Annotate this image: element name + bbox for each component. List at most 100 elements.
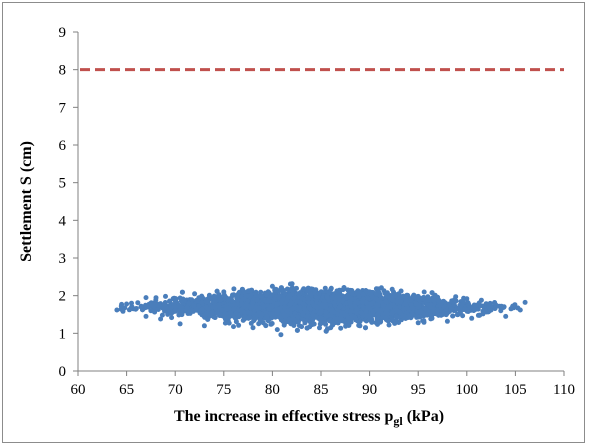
scatter-point <box>300 316 306 322</box>
scatter-point <box>429 290 435 296</box>
scatter-point <box>314 304 320 310</box>
scatter-point <box>122 305 128 311</box>
scatter-point <box>306 300 312 306</box>
scatter-point <box>211 293 217 299</box>
scatter-point <box>239 286 245 292</box>
scatter-point <box>129 304 135 310</box>
scatter-point <box>455 312 461 318</box>
scatter-point <box>332 303 338 308</box>
scatter-point <box>329 295 335 301</box>
scatter-point <box>236 322 242 328</box>
scatter-point <box>423 312 429 318</box>
scatter-point <box>189 297 195 303</box>
scatter-point <box>288 300 294 306</box>
scatter-point <box>389 310 395 316</box>
scatter-point <box>235 297 241 303</box>
scatter-point <box>173 308 178 314</box>
scatter-point <box>334 316 340 322</box>
scatter-point <box>335 320 341 326</box>
scatter-point <box>383 315 389 321</box>
scatter-point <box>257 317 263 323</box>
scatter-point <box>172 304 178 310</box>
scatter-point <box>233 319 239 325</box>
scatter-point <box>346 322 352 328</box>
scatter-point <box>384 293 390 299</box>
scatter-point <box>135 300 141 306</box>
scatter-point <box>322 285 328 291</box>
scatter-points <box>114 281 528 338</box>
scatter-point <box>269 321 275 326</box>
scatter-point <box>203 305 209 310</box>
scatter-point <box>301 286 307 292</box>
scatter-point <box>453 298 459 304</box>
scatter-point <box>214 288 220 294</box>
scatter-point <box>338 325 344 331</box>
scatter-point <box>289 281 295 287</box>
scatter-point <box>389 295 395 301</box>
scatter-point <box>443 312 449 318</box>
scatter-point <box>429 313 435 319</box>
scatter-point <box>169 315 175 321</box>
scatter-point <box>403 294 409 300</box>
scatter-point <box>294 327 300 333</box>
scatter-point <box>477 312 483 318</box>
scatter-point <box>179 289 185 295</box>
scatter-point <box>357 319 363 324</box>
scatter-point <box>282 320 288 326</box>
scatter-point <box>463 306 469 312</box>
scatter-point <box>493 302 499 308</box>
scatter-point <box>510 303 516 309</box>
scatter-point <box>248 310 253 316</box>
scatter-point <box>159 312 165 318</box>
scatter-point <box>377 319 383 325</box>
scatter-point <box>203 312 209 317</box>
scatter-point <box>194 298 200 304</box>
scatter-point <box>364 300 369 306</box>
scatter-point <box>483 301 489 307</box>
scatter-point <box>460 299 466 305</box>
scatter-point <box>373 291 379 297</box>
scatter-point <box>421 318 427 324</box>
scatter-point <box>278 332 284 338</box>
scatter-point <box>360 291 366 297</box>
scatter-point <box>297 299 303 305</box>
scatter-point <box>276 288 282 294</box>
scatter-point <box>319 320 325 326</box>
scatter-point <box>304 325 310 331</box>
scatter-point <box>156 303 162 309</box>
scatter-point <box>146 303 152 309</box>
scatter-point <box>222 310 228 316</box>
scatter-point <box>203 299 209 305</box>
scatter-point <box>226 320 232 326</box>
scatter-point <box>256 293 262 299</box>
scatter-point <box>390 318 396 324</box>
scatter-point <box>453 294 459 300</box>
scatter-point <box>178 311 184 317</box>
scatter-point <box>186 309 192 315</box>
scatter-point <box>263 323 269 329</box>
scatter-point <box>265 289 271 295</box>
scatter-point <box>248 320 254 326</box>
scatter-point <box>308 320 314 326</box>
scatter-point <box>230 292 235 298</box>
scatter-point <box>408 302 414 308</box>
scatter-point <box>397 299 403 305</box>
scatter-point <box>161 302 167 308</box>
scatter-point <box>231 286 237 292</box>
scatter-point <box>168 310 174 316</box>
scatter-point <box>178 305 184 311</box>
scatter-point <box>199 299 205 305</box>
scatter-point <box>450 313 456 319</box>
scatter-point <box>341 285 347 291</box>
scatter-point <box>354 290 360 296</box>
chart-frame: 60 65 70 75 80 85 90 95 100 105 110 0 1 2 3 4 5 6 7 8 9 Sett… <box>2 2 585 443</box>
scatter-point <box>365 295 370 301</box>
scatter-point <box>296 291 302 297</box>
scatter-point <box>393 313 399 319</box>
scatter-point <box>448 306 454 312</box>
scatter-point <box>212 298 218 304</box>
scatter-point <box>167 298 173 304</box>
scatter-point <box>317 325 322 331</box>
scatter-point <box>373 320 379 326</box>
